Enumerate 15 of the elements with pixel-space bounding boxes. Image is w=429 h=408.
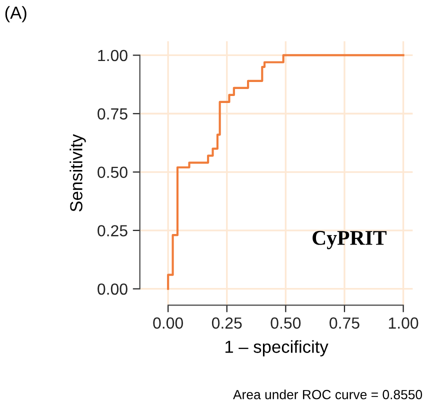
x-tick-label: 1.00: [388, 317, 418, 329]
y-tick-label: 0.25: [98, 225, 128, 236]
x-tick-label: 0.25: [212, 317, 242, 329]
annotation: CyPRIT: [312, 230, 386, 250]
y-axis-title: Sensitivity: [70, 134, 86, 212]
y-tick-label: 1.00: [98, 50, 128, 62]
x-tick-label: 0.50: [270, 317, 301, 329]
x-axis-title: 1 – specificity: [225, 340, 328, 356]
x-tick-label: 0.00: [153, 317, 183, 329]
y-tick-label: 0.75: [98, 108, 128, 120]
y-tick-label: 0.00: [98, 283, 128, 295]
y-tick-label: 0.50: [98, 166, 128, 178]
text: Area under ROC curve = 0.8550: [233, 390, 422, 400]
chart-title: (A): [5, 6, 26, 22]
x-tick-label: 0.75: [330, 317, 360, 329]
